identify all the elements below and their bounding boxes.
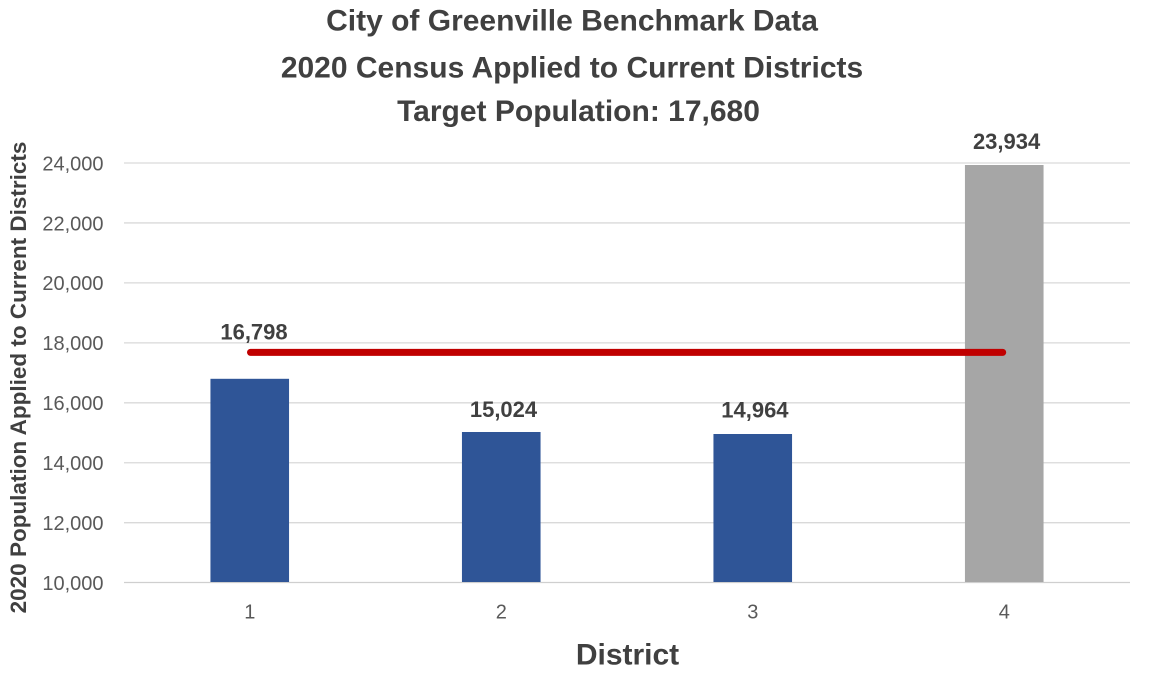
svg-text:16,000: 16,000 xyxy=(42,393,103,415)
svg-text:2020 Census Applied to Current: 2020 Census Applied to Current Districts xyxy=(281,51,863,84)
svg-text:District: District xyxy=(576,639,679,672)
svg-text:14,000: 14,000 xyxy=(42,453,103,475)
svg-text:20,000: 20,000 xyxy=(42,273,103,295)
svg-text:15,024: 15,024 xyxy=(470,397,538,422)
svg-text:23,934: 23,934 xyxy=(973,129,1041,154)
svg-text:4: 4 xyxy=(999,601,1010,623)
svg-text:1: 1 xyxy=(244,601,255,623)
svg-text:2: 2 xyxy=(496,601,507,623)
svg-text:14,964: 14,964 xyxy=(721,397,789,422)
svg-text:16,798: 16,798 xyxy=(220,319,287,344)
svg-text:18,000: 18,000 xyxy=(42,333,103,355)
svg-text:10,000: 10,000 xyxy=(42,573,103,595)
svg-text:12,000: 12,000 xyxy=(42,513,103,535)
svg-text:Target Population: 17,680: Target Population: 17,680 xyxy=(397,95,760,128)
svg-text:24,000: 24,000 xyxy=(42,153,103,175)
svg-text:2020 Population Applied to Cur: 2020 Population Applied to Current Distr… xyxy=(6,142,31,614)
svg-text:3: 3 xyxy=(747,601,758,623)
svg-text:22,000: 22,000 xyxy=(42,213,103,235)
svg-text:City of Greenville Benchmark D: City of Greenville Benchmark Data xyxy=(326,4,818,37)
